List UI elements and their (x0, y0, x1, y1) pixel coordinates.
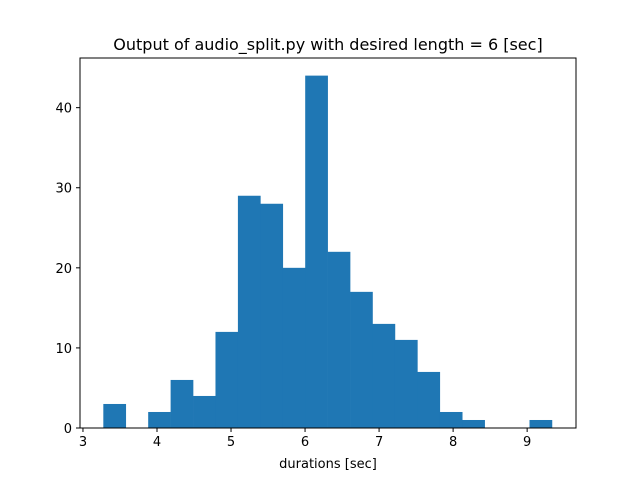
y-tick-label: 40 (55, 102, 72, 117)
histogram-bar (350, 291, 373, 428)
histogram-bar (394, 339, 418, 428)
x-tick-label: 7 (375, 435, 383, 450)
histogram-bar (372, 323, 396, 428)
y-axis-ticks: 0 10 20 30 40 (55, 102, 80, 437)
histogram-bar (237, 195, 261, 428)
histogram-bar (170, 379, 194, 428)
plot-frame (79, 57, 577, 429)
histogram-bar (260, 203, 284, 428)
histogram-bar (327, 251, 351, 428)
x-tick-label: 5 (227, 435, 235, 450)
histogram-bar (193, 395, 216, 428)
x-tick-label: 8 (449, 435, 457, 450)
x-tick-label: 9 (523, 435, 531, 450)
x-tick-label: 6 (301, 435, 309, 450)
y-tick-label: 10 (55, 342, 72, 357)
y-tick-label: 0 (64, 422, 72, 437)
y-tick-label: 20 (55, 262, 72, 277)
histogram-bar (103, 403, 127, 428)
histogram-bar (529, 419, 553, 428)
histogram-bar (417, 371, 441, 428)
bars-group (103, 75, 553, 428)
histogram-bar (148, 411, 171, 428)
histogram-bar (305, 75, 328, 428)
histogram-bar (282, 267, 306, 428)
histogram-bar (439, 411, 463, 428)
histogram-bar (462, 419, 485, 428)
x-axis-ticks: 3 4 5 6 7 8 9 (79, 428, 531, 450)
y-tick-label: 30 (55, 182, 72, 197)
chart-title: Output of audio_split.py with desired le… (113, 35, 542, 55)
histogram-bar (215, 331, 239, 428)
x-axis-label: durations [sec] (279, 457, 377, 472)
x-tick-label: 3 (79, 435, 87, 450)
x-tick-label: 4 (153, 435, 161, 450)
